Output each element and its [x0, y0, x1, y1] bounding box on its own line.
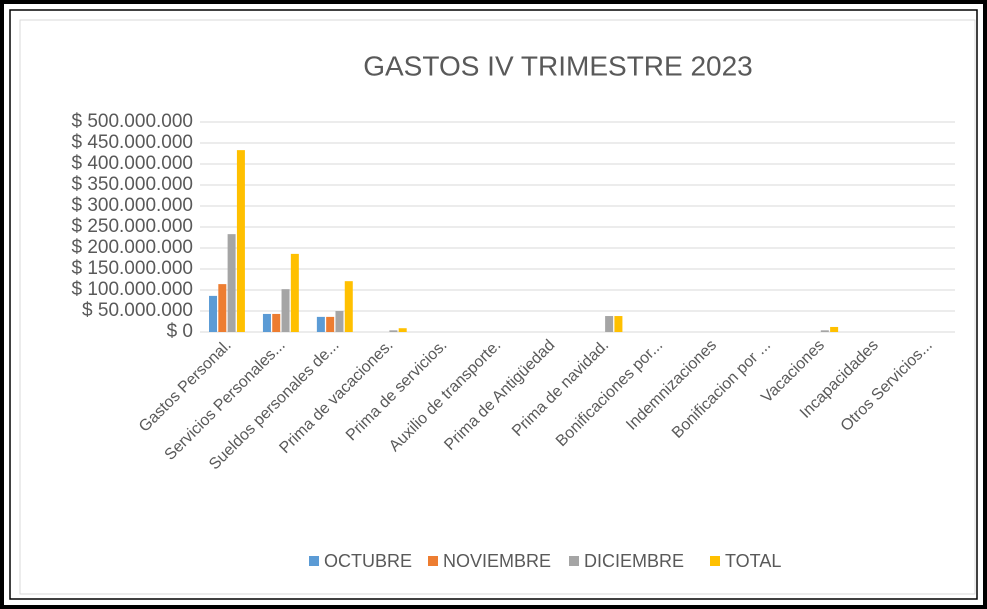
legend-label: TOTAL: [725, 551, 781, 571]
bar: [335, 311, 344, 332]
bar: [820, 330, 829, 332]
y-tick-label: $ 200.000.000: [71, 237, 193, 258]
bar: [605, 316, 614, 332]
legend-swatch: [710, 556, 720, 566]
chart-area: [19, 19, 976, 595]
bar: [344, 281, 353, 332]
bar: [398, 328, 407, 332]
bar: [316, 316, 325, 332]
legend-swatch: [428, 556, 438, 566]
bar: [262, 313, 271, 332]
bar: [236, 150, 245, 332]
bar: [281, 289, 290, 332]
legend-swatch: [309, 556, 319, 566]
bar: [830, 326, 839, 332]
y-tick-label: $ 100.000.000: [71, 279, 193, 300]
y-tick-label: $ 350.000.000: [71, 174, 193, 195]
y-tick-label: $ 400.000.000: [71, 153, 193, 174]
y-tick-label: $ 250.000.000: [71, 216, 193, 237]
legend-label: NOVIEMBRE: [443, 551, 551, 571]
bar: [272, 313, 281, 332]
bar: [218, 284, 227, 332]
legend-swatch: [569, 556, 579, 566]
y-tick-label: $ 300.000.000: [71, 195, 193, 216]
legend-label: OCTUBRE: [324, 551, 412, 571]
y-tick-label: $ 500.000.000: [71, 111, 193, 132]
chart-title: GASTOS IV TRIMESTRE 2023: [363, 50, 753, 81]
bar: [389, 330, 398, 332]
bar: [209, 295, 218, 332]
y-tick-label: $ 150.000.000: [71, 258, 193, 279]
y-tick-label: $ 450.000.000: [71, 132, 193, 153]
bar: [326, 316, 335, 332]
bar: [614, 316, 623, 332]
bar: [290, 253, 299, 332]
legend-label: DICIEMBRE: [584, 551, 684, 571]
y-tick-label: $ 0: [167, 321, 193, 342]
inner-frame: [9, 9, 978, 600]
bar: [227, 234, 236, 332]
y-tick-label: $ 50.000.000: [82, 300, 193, 321]
